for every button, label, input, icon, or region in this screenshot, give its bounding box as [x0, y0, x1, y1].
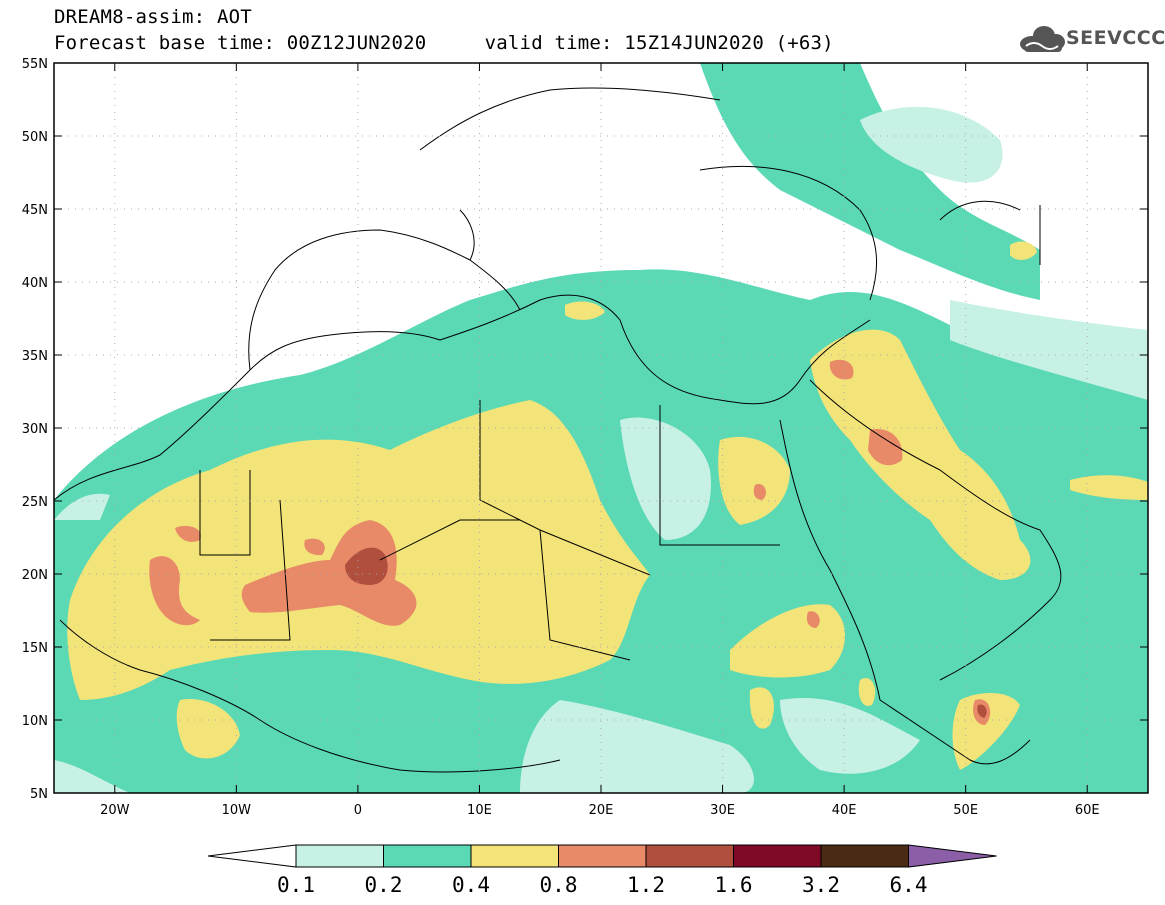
aot-band-0.1 — [54, 493, 110, 520]
lon-tick-label: 20E — [589, 803, 614, 818]
lat-tick-label: 55N — [22, 57, 48, 72]
lon-tick-label: 60E — [1075, 803, 1100, 818]
lat-tick-label: 20N — [22, 568, 48, 583]
colorbar-segment — [295, 844, 384, 868]
colorbar-segment — [820, 844, 909, 868]
lon-tick-label: 10W — [222, 803, 252, 818]
colorbar — [207, 844, 997, 868]
colorbar-level-label: 0.4 — [452, 873, 490, 897]
aot-band-0.2-north — [700, 63, 1040, 300]
lon-tick-label: 0 — [354, 803, 362, 818]
map-title: DREAM8-assim: AOT — [54, 6, 252, 28]
lat-tick-label: 15N — [22, 641, 48, 656]
colorbar-segment — [645, 844, 734, 868]
lat-tick-label: 10N — [22, 714, 48, 729]
lon-tick-label: 20W — [100, 803, 130, 818]
colorbar-low-arrow — [207, 844, 297, 868]
lat-tick-label: 25N — [22, 495, 48, 510]
coastlines — [54, 87, 1062, 773]
latitude-labels: 55N 50N 45N 40N 35N 30N 25N 20N 15N 10N 5N — [22, 57, 48, 802]
aot-field — [54, 63, 1148, 793]
colorbar-segment — [558, 844, 647, 868]
forecast-time-info: Forecast base time: 00Z12JUN2020 valid t… — [54, 32, 834, 54]
longitude-labels: 20W 10W 0 10E 20E 30E 40E 50E 60E — [100, 803, 1100, 818]
colorbar-level-label: 1.6 — [714, 873, 753, 897]
colorbar-level-label: 1.2 — [627, 873, 665, 897]
lat-tick-label: 35N — [22, 349, 48, 364]
lat-tick-label: 30N — [22, 422, 48, 437]
lon-tick-label: 30E — [710, 803, 735, 818]
lon-tick-label: 40E — [832, 803, 857, 818]
cloud-logo-icon — [1020, 26, 1065, 52]
colorbar-level-label: 0.2 — [364, 873, 403, 897]
colorbar-level-label: 6.4 — [889, 873, 928, 897]
aot-band-0.8 — [241, 520, 417, 626]
colorbar-level-label: 0.8 — [539, 873, 578, 897]
colorbar-high-arrow — [908, 844, 997, 868]
lon-tick-label: 10E — [467, 803, 492, 818]
colorbar-level-label: 3.2 — [802, 873, 840, 897]
lat-tick-label: 50N — [22, 130, 48, 145]
axis-ticks — [54, 62, 1148, 794]
colorbar-segment — [383, 844, 472, 868]
aot-band-1.2 — [345, 547, 388, 585]
colorbar-segment — [733, 844, 822, 868]
lat-tick-label: 40N — [22, 276, 48, 291]
gridlines — [54, 63, 1148, 793]
colorbar-level-label: 0.1 — [277, 873, 315, 897]
lon-tick-label: 50E — [953, 803, 978, 818]
brand-logo-text: SEEVCCC — [1066, 27, 1165, 49]
lat-tick-label: 45N — [22, 203, 48, 218]
colorbar-segment — [470, 844, 559, 868]
lat-tick-label: 5N — [30, 787, 48, 802]
